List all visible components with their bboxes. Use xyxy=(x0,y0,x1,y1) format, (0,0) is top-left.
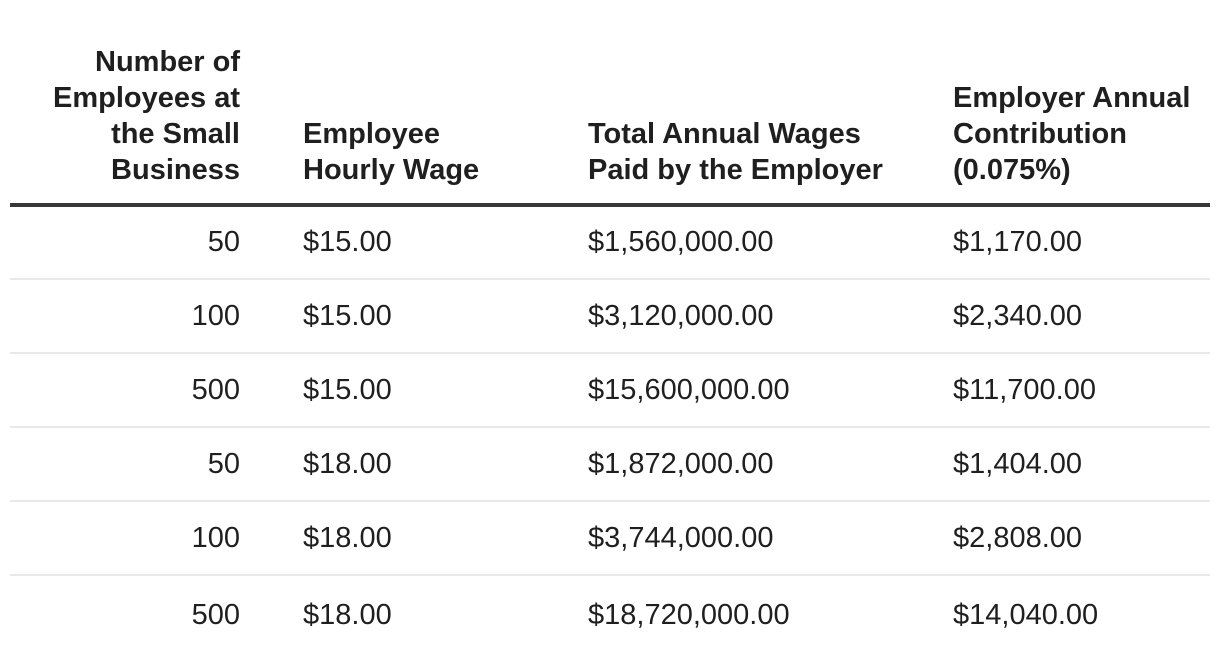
cell-total-annual-wages: $15,600,000.00 xyxy=(555,353,920,428)
employer-contribution-table: Number of Employees at the Small Busines… xyxy=(10,0,1210,655)
header-line: Business xyxy=(111,154,240,186)
header-line: Paid by the Employer xyxy=(588,154,883,186)
cell-total-annual-wages: $18,720,000.00 xyxy=(588,599,790,631)
cell-employer-contribution: $2,340.00 xyxy=(920,279,1210,354)
cell-employer-contribution: $1,404.00 xyxy=(920,427,1210,502)
cell-total-annual-wages: $3,120,000.00 xyxy=(555,279,920,354)
cell-num-employees: 100 xyxy=(10,501,270,576)
cell-num-employees: 500 xyxy=(191,599,240,631)
cell-employer-contribution: $14,040.00 xyxy=(953,599,1099,631)
header-line: the Small xyxy=(111,118,240,150)
header-line: (0.075%) xyxy=(953,154,1071,186)
header-line: Employee xyxy=(303,118,440,150)
cell-total-annual-wages: $1,872,000.00 xyxy=(555,427,920,502)
header-line: Employer Annual xyxy=(953,82,1191,114)
table-row: 50 $18.00 $1,872,000.00 $1,404.00 xyxy=(10,427,1210,502)
header-line: Number of xyxy=(95,46,240,78)
header-line: Contribution xyxy=(953,118,1127,150)
cell-hourly-wage: $18.00 xyxy=(303,599,392,631)
column-header-total-annual-wages: Total Annual Wages Paid by the Employer xyxy=(555,0,920,207)
table-row: 100 $15.00 $3,120,000.00 $2,340.00 xyxy=(10,279,1210,354)
table-row: 500 $18.00 $18,720,000.00 $14,040.00 xyxy=(10,575,1210,655)
cell-num-employees: 500 xyxy=(10,353,270,428)
cell-hourly-wage: $18.00 xyxy=(270,427,555,502)
table-body: 50 $15.00 $1,560,000.00 $1,170.00 100 $1… xyxy=(10,205,1210,655)
cell-employer-contribution: $2,808.00 xyxy=(920,501,1210,576)
header-line: Total Annual Wages xyxy=(588,118,861,150)
header-row: Number of Employees at the Small Busines… xyxy=(10,0,1210,207)
table-row: 50 $15.00 $1,560,000.00 $1,170.00 xyxy=(10,205,1210,280)
table-row: 500 $15.00 $15,600,000.00 $11,700.00 xyxy=(10,353,1210,428)
cell-total-annual-wages: $3,744,000.00 xyxy=(555,501,920,576)
cell-total-annual-wages: $1,560,000.00 xyxy=(555,205,920,280)
cell-num-employees: 50 xyxy=(10,205,270,280)
table-header: Number of Employees at the Small Busines… xyxy=(10,0,1210,207)
header-line: Hourly Wage xyxy=(303,154,480,186)
cell-employer-contribution: $11,700.00 xyxy=(920,353,1210,428)
cell-employer-contribution: $1,170.00 xyxy=(920,205,1210,280)
cell-num-employees: 100 xyxy=(10,279,270,354)
cell-num-employees: 50 xyxy=(10,427,270,502)
cell-hourly-wage: $15.00 xyxy=(270,279,555,354)
column-header-hourly-wage: Employee Hourly Wage xyxy=(270,0,555,207)
cell-hourly-wage: $18.00 xyxy=(270,501,555,576)
cell-hourly-wage: $15.00 xyxy=(270,353,555,428)
column-header-employer-contribution: Employer Annual Contribution (0.075%) xyxy=(920,0,1210,207)
header-line: Employees at xyxy=(53,82,240,114)
cell-hourly-wage: $15.00 xyxy=(270,205,555,280)
table-row: 100 $18.00 $3,744,000.00 $2,808.00 xyxy=(10,501,1210,576)
column-header-num-employees: Number of Employees at the Small Busines… xyxy=(10,0,270,207)
